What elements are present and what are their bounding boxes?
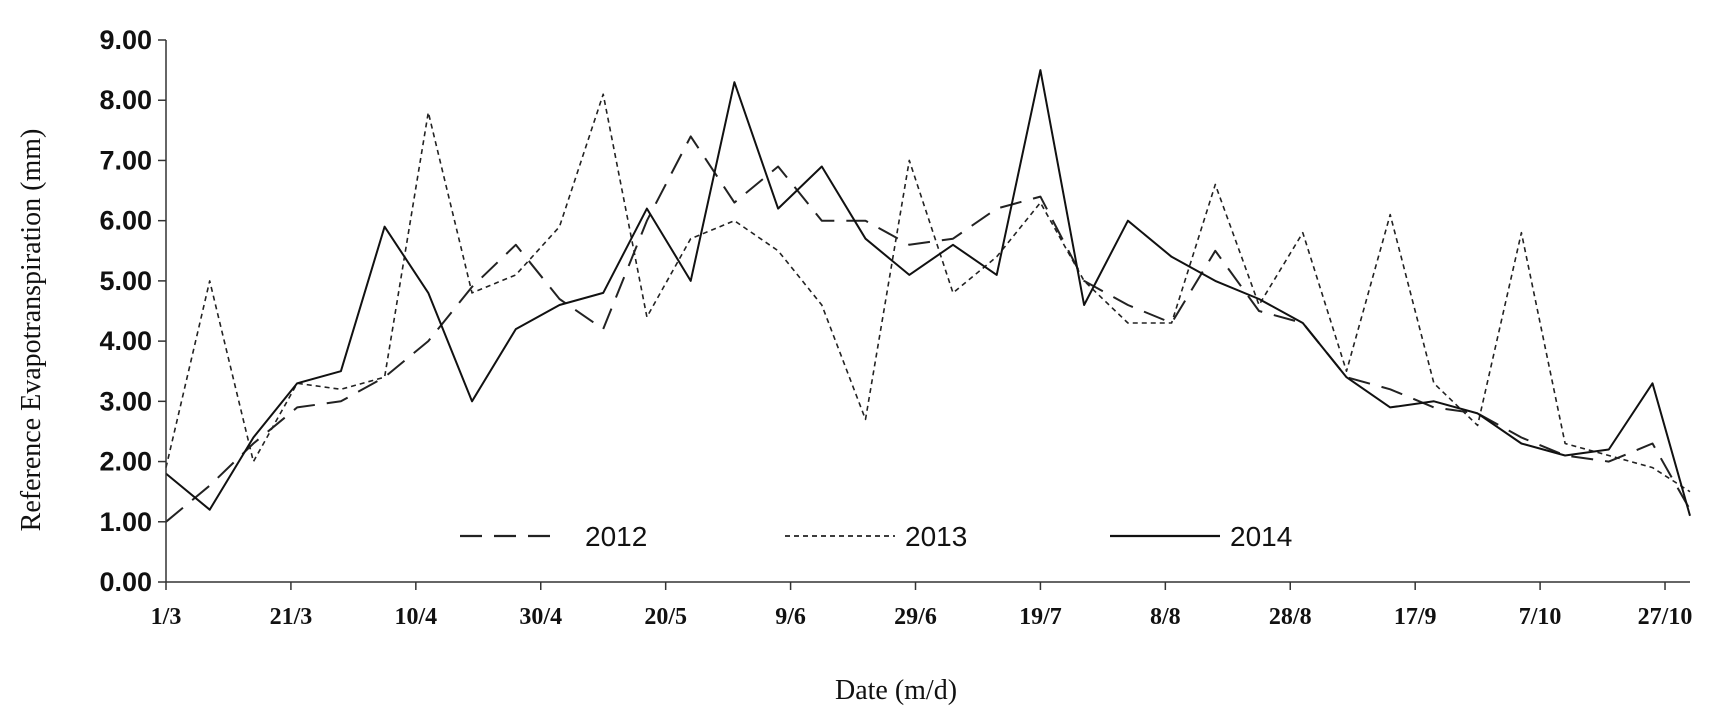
y-tick-label: 7.00 [99, 145, 152, 175]
y-axis-title: Reference Evapotranspiration (mm) [16, 129, 47, 532]
x-tick-label: 19/7 [1019, 604, 1062, 630]
x-tick-label: 29/6 [894, 604, 937, 630]
x-axis-title: Date (m/d) [835, 675, 957, 706]
legend-label-2013: 2013 [905, 521, 967, 552]
y-tick-label: 2.00 [99, 447, 152, 477]
x-tick-label: 21/3 [270, 604, 313, 630]
series-line-2014 [165, 69, 1691, 517]
x-tick-label: 20/5 [644, 604, 687, 630]
y-tick-label: 1.00 [99, 507, 152, 537]
x-axis-ticks: 1/3 21/3 10/4 30/4 20/5 9/6 29/6 19/7 8/8 28/8 17/… [151, 582, 1693, 630]
x-tick-label: 9/6 [775, 604, 806, 630]
x-tick-label: 10/4 [395, 604, 438, 630]
series-lines [165, 69, 1691, 523]
x-tick-label: 17/9 [1394, 604, 1437, 630]
series-line-2012 [165, 135, 1691, 523]
y-tick-label: 4.00 [99, 326, 152, 356]
x-tick-label: 8/8 [1150, 604, 1181, 630]
x-tick-label: 30/4 [519, 604, 562, 630]
legend-label-2014: 2014 [1230, 521, 1292, 552]
y-tick-label: 0.00 [99, 567, 152, 597]
y-tick-label: 8.00 [99, 85, 152, 115]
x-tick-label: 7/10 [1519, 604, 1562, 630]
y-tick-label: 3.00 [99, 386, 152, 416]
legend: 2012 2013 2014 [460, 521, 1292, 552]
x-tick-label: 28/8 [1269, 604, 1312, 630]
y-tick-label: 9.00 [99, 25, 152, 55]
x-tick-label: 1/3 [151, 604, 182, 630]
series-line-2013 [165, 93, 1691, 493]
y-tick-label: 5.00 [99, 266, 152, 296]
y-tick-label: 6.00 [99, 206, 152, 236]
x-tick-label: 27/10 [1638, 604, 1693, 630]
y-axis-ticks: 0.00 1.00 2.00 3.00 4.00 5.00 6.00 7.00 8.00 9.00 [99, 25, 166, 597]
legend-label-2012: 2012 [585, 521, 647, 552]
